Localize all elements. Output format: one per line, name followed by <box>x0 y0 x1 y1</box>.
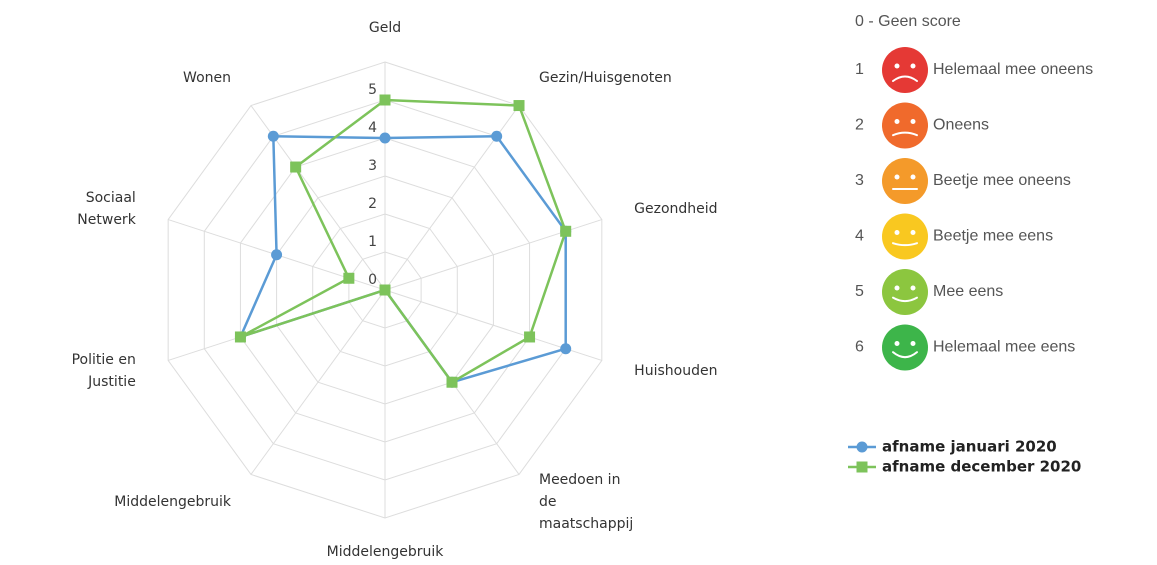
point <box>524 331 536 343</box>
eye <box>894 341 900 346</box>
category-label: Middelengebruik <box>327 544 445 560</box>
r-tick-label: 1 <box>368 234 377 250</box>
face-icon <box>882 158 928 204</box>
score-number: 6 <box>855 339 864 356</box>
r-tick-label: 0 <box>368 272 377 288</box>
score-label: Beetje mee oneens <box>933 172 1071 189</box>
r-tick-label: 5 <box>368 82 377 98</box>
eye <box>894 285 900 291</box>
mouth <box>892 131 918 137</box>
r-tick-label: 2 <box>368 196 377 212</box>
point <box>343 272 355 284</box>
point <box>290 161 302 173</box>
point <box>560 225 572 237</box>
spoke <box>250 289 386 475</box>
point <box>560 343 572 355</box>
category-label: Middelengebruik <box>114 494 232 510</box>
score-number: 5 <box>855 283 864 300</box>
category-label: Gezin/Huisgenoten <box>539 70 672 86</box>
mouth <box>892 242 918 247</box>
face-icon <box>882 324 928 371</box>
category-label: Sociaal Netwerk <box>77 190 136 228</box>
face <box>882 47 928 93</box>
face <box>882 269 928 315</box>
category-label: Geld <box>369 20 401 36</box>
category-label: Politie en Justitie <box>72 352 136 390</box>
point <box>267 130 279 142</box>
legend-label: afname januari 2020 <box>882 438 1057 456</box>
legend-marker <box>856 441 868 453</box>
category-label: Huishouden <box>634 363 717 379</box>
eye <box>910 230 916 235</box>
point <box>379 132 391 144</box>
mouth <box>892 351 918 359</box>
face <box>882 213 928 260</box>
point <box>379 94 391 106</box>
score-label: Oneens <box>933 117 989 134</box>
r-tick-label: 3 <box>368 158 377 174</box>
point <box>491 130 503 142</box>
face-icon <box>882 47 928 93</box>
score-legend-title: 0 - Geen score <box>855 13 961 30</box>
score-label: Helemaal mee oneens <box>933 61 1093 78</box>
face <box>882 158 928 204</box>
category-label: Gezondheid <box>634 201 717 217</box>
point <box>234 331 246 343</box>
score-number: 4 <box>855 228 864 245</box>
face-icon <box>882 102 928 149</box>
legend-label: afname december 2020 <box>882 458 1081 476</box>
eye <box>894 174 900 180</box>
face-icon <box>882 269 928 315</box>
score-number: 2 <box>855 117 864 134</box>
category-label: Meedoen in de maatschappij <box>539 472 633 532</box>
face <box>882 102 928 149</box>
score-label: Mee eens <box>933 283 1003 300</box>
point <box>271 249 283 261</box>
eye <box>894 230 900 235</box>
face-icon <box>882 213 928 260</box>
eye <box>910 341 916 346</box>
score-number: 3 <box>855 172 864 189</box>
series-line <box>239 98 568 384</box>
eye <box>894 119 900 124</box>
point <box>446 376 458 388</box>
eye <box>894 63 900 69</box>
mouth <box>892 296 918 303</box>
eye <box>910 119 916 124</box>
point <box>513 100 525 112</box>
eye <box>910 63 916 69</box>
legend-marker <box>856 461 868 473</box>
eye <box>910 285 916 291</box>
r-tick-label: 4 <box>368 120 377 136</box>
mouth <box>892 75 918 82</box>
category-label: Wonen <box>183 70 231 86</box>
face <box>882 324 928 371</box>
score-label: Helemaal mee eens <box>933 339 1075 356</box>
score-label: Beetje mee eens <box>933 228 1053 245</box>
eye <box>910 174 916 180</box>
point <box>379 284 391 296</box>
score-number: 1 <box>855 61 864 78</box>
